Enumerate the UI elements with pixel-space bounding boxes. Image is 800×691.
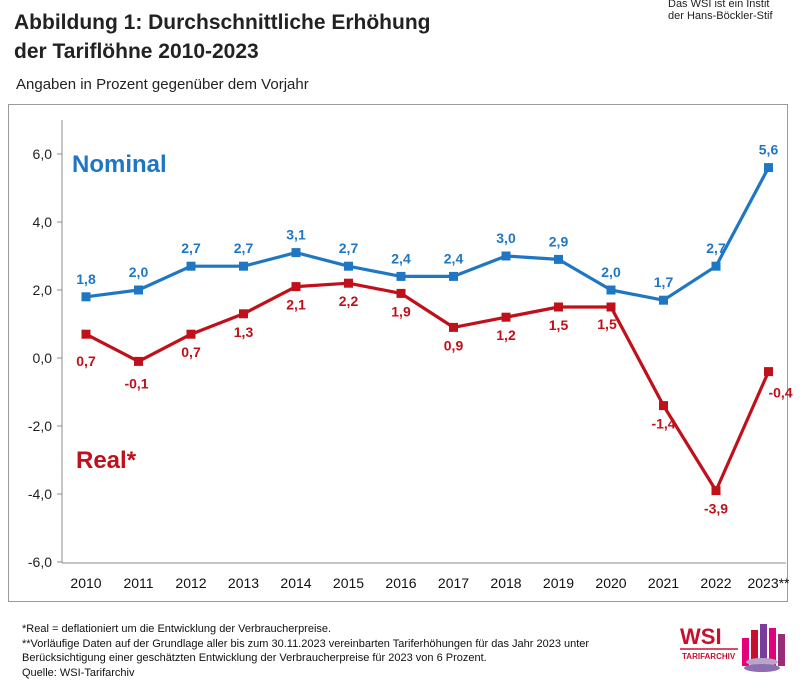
nominal-point: [606, 285, 616, 295]
x-tick-label: 2014: [280, 575, 311, 591]
real-point: [449, 322, 458, 332]
nominal-series-line: [85, 166, 770, 302]
x-tick-label: 2010: [70, 575, 101, 591]
nominal-point: [659, 295, 668, 305]
x-tick-label: 2021: [648, 575, 679, 591]
x-tick-label: 2016: [385, 575, 416, 591]
nominal-data-label: 2,0: [601, 264, 621, 280]
chart-title-line2: der Tariflöhne 2010-2023: [14, 40, 259, 63]
nominal-point: [81, 292, 91, 302]
nominal-point: [291, 248, 301, 258]
institute-note: Das WSI ist ein Instit der Hans-Böckler-…: [668, 0, 798, 22]
nominal-data-label: 2,4: [444, 250, 464, 266]
footnote-preliminary-2: Berücksichtigung einer geschätzten Entwi…: [22, 652, 487, 664]
x-tick-label: 2017: [438, 575, 469, 591]
x-tick-label: 2018: [490, 575, 521, 591]
nominal-data-label: 3,1: [286, 227, 306, 243]
nominal-point: [186, 261, 196, 271]
real-data-label: -3,9: [704, 501, 728, 517]
nominal-data-label: 3,0: [496, 230, 516, 246]
x-tick-label: 2013: [228, 575, 259, 591]
real-point: [606, 302, 616, 312]
wsi-tarifarchiv-logo: WSI TARIFARCHIV: [680, 624, 785, 672]
nominal-point: [396, 271, 406, 281]
real-point: [239, 309, 248, 319]
x-tick-label: 2022: [700, 575, 731, 591]
real-point: [134, 356, 143, 366]
footnote-real: *Real = deflationiert um die Entwicklung…: [22, 623, 332, 635]
x-tick-label: 2011: [123, 575, 153, 591]
real-data-label: 2,1: [286, 297, 306, 313]
real-data-label: 2,2: [339, 293, 359, 309]
nominal-data-label: 1,8: [76, 271, 96, 287]
x-tick-label: 2015: [333, 575, 364, 591]
nominal-data-label: 2,4: [391, 250, 411, 266]
nominal-point: [239, 261, 248, 271]
real-series-name: Real*: [76, 447, 137, 474]
nominal-series-name: Nominal: [72, 151, 167, 178]
chart-title-line1: Abbildung 1: Durchschnittliche Erhöhung: [14, 11, 431, 34]
nominal-data-label: 1,7: [654, 274, 674, 290]
y-tick-label: 2,0: [33, 282, 53, 298]
y-tick-label: 6,0: [33, 146, 53, 162]
real-point: [554, 302, 563, 312]
real-data-label: 1,2: [496, 327, 516, 343]
chart-frame: [8, 104, 788, 602]
real-point: [711, 486, 721, 496]
real-data-label: -1,4: [651, 416, 675, 432]
institute-note-line1: Das WSI ist ein Instit: [668, 0, 770, 10]
real-series-line: [85, 281, 770, 493]
nominal-point: [449, 271, 458, 281]
real-data-label: 0,9: [444, 337, 464, 353]
footnote-preliminary-1: **Vorläufige Daten auf der Grundlage all…: [22, 637, 590, 650]
nominal-point: [554, 254, 563, 264]
real-data-label: 1,5: [549, 317, 569, 333]
y-tick-label: -6,0: [28, 554, 52, 570]
y-tick-label: -2,0: [28, 418, 52, 434]
nominal-data-label: 2,7: [339, 240, 359, 256]
real-data-label: 0,7: [181, 344, 201, 360]
nominal-data-label: 2,7: [234, 240, 254, 256]
real-point: [344, 278, 353, 288]
chart-title: Abbildung 1: Durchschnittliche Erhöhung …: [14, 8, 430, 66]
real-point: [501, 312, 511, 322]
x-tick-label: 2012: [175, 575, 206, 591]
x-tick-label: 2020: [595, 575, 626, 591]
y-tick-label: -4,0: [28, 486, 52, 502]
y-tick-label: 4,0: [33, 214, 53, 230]
real-point: [764, 367, 773, 377]
nominal-point: [711, 261, 721, 271]
real-data-label: 1,3: [234, 324, 254, 340]
real-point: [81, 329, 91, 339]
x-tick-label: 2019: [543, 575, 574, 591]
real-point: [291, 282, 301, 292]
nominal-point: [501, 251, 511, 261]
nominal-point: [134, 285, 143, 295]
footnotes: *Real = deflationiert um die Entwicklung…: [22, 622, 642, 680]
institute-note-line2: der Hans-Böckler-Stif: [668, 10, 773, 22]
real-data-label: -0,4: [768, 385, 792, 401]
y-tick-label: 0,0: [33, 350, 53, 366]
nominal-data-label: 2,7: [706, 240, 726, 256]
real-data-label: 0,7: [76, 353, 96, 369]
nominal-data-label: 2,0: [129, 264, 149, 280]
nominal-point: [344, 261, 353, 271]
logo-tarifarchiv-text: TARIFARCHIV: [682, 652, 736, 661]
real-data-label: 1,9: [391, 303, 411, 319]
logo-wsi-text: WSI: [680, 624, 722, 649]
nominal-data-label: 2,7: [181, 240, 201, 256]
real-point: [659, 401, 668, 411]
nominal-point: [764, 163, 773, 173]
footnote-source: Quelle: WSI-Tarifarchiv: [22, 666, 135, 679]
real-point: [396, 288, 406, 298]
chart-subtitle: Angaben in Prozent gegenüber dem Vorjahr: [16, 76, 309, 93]
nominal-data-label: 2,9: [549, 233, 569, 249]
real-data-label: -0,1: [124, 375, 148, 391]
x-tick-label: 2023**: [747, 575, 790, 591]
real-point: [186, 329, 196, 339]
real-data-label: 1,5: [597, 316, 617, 332]
nominal-data-label: 5,6: [759, 142, 779, 158]
